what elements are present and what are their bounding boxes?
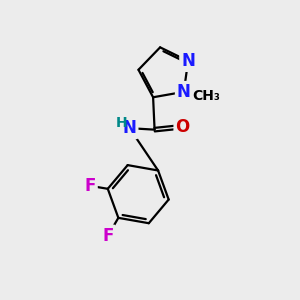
Text: F: F [84, 177, 96, 195]
Text: CH₃: CH₃ [193, 89, 220, 103]
Text: H: H [116, 116, 127, 130]
Text: N: N [123, 119, 136, 137]
Text: N: N [181, 52, 195, 70]
Text: N: N [177, 83, 191, 101]
Text: O: O [176, 118, 190, 136]
Text: F: F [102, 226, 114, 244]
